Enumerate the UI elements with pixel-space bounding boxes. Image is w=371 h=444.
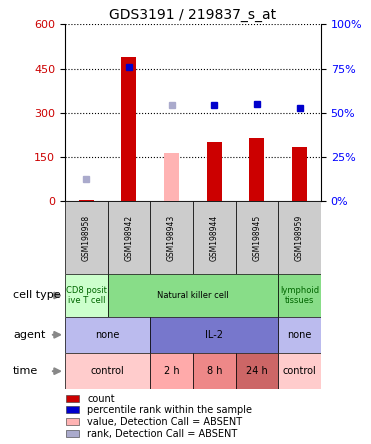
Text: value, Detection Call = ABSENT: value, Detection Call = ABSENT — [87, 416, 242, 427]
Bar — [150, 317, 278, 353]
Bar — [236, 353, 278, 389]
Text: agent: agent — [13, 330, 45, 340]
Text: 24 h: 24 h — [246, 366, 268, 376]
Text: IL-2: IL-2 — [205, 330, 223, 340]
Bar — [164, 153, 179, 201]
Bar — [150, 353, 193, 389]
Title: GDS3191 / 219837_s_at: GDS3191 / 219837_s_at — [109, 8, 276, 22]
Text: CD8 posit
ive T cell: CD8 posit ive T cell — [66, 286, 107, 305]
Bar — [249, 138, 265, 201]
Bar — [79, 200, 94, 201]
Text: lymphoid
tissues: lymphoid tissues — [280, 286, 319, 305]
Bar — [66, 395, 79, 402]
Bar — [193, 201, 236, 274]
Bar — [65, 274, 108, 317]
Text: GSM198944: GSM198944 — [210, 214, 219, 261]
Text: none: none — [95, 330, 120, 340]
Text: count: count — [87, 393, 115, 404]
Text: GSM198942: GSM198942 — [124, 215, 134, 261]
Bar — [278, 353, 321, 389]
Text: GSM198945: GSM198945 — [252, 214, 262, 261]
Text: control: control — [91, 366, 124, 376]
Bar — [108, 274, 278, 317]
Text: GSM198959: GSM198959 — [295, 214, 304, 261]
Bar — [278, 201, 321, 274]
Text: GSM198943: GSM198943 — [167, 214, 176, 261]
Text: control: control — [283, 366, 316, 376]
Bar — [66, 431, 79, 437]
Bar — [108, 201, 150, 274]
Bar — [236, 201, 278, 274]
Bar — [292, 147, 307, 201]
Bar — [207, 142, 222, 201]
Bar — [65, 353, 150, 389]
Text: percentile rank within the sample: percentile rank within the sample — [87, 405, 252, 415]
Bar — [278, 317, 321, 353]
Bar — [121, 57, 137, 201]
Text: Natural killer cell: Natural killer cell — [157, 291, 229, 300]
Text: cell type: cell type — [13, 290, 60, 301]
Bar — [65, 201, 108, 274]
Text: 8 h: 8 h — [207, 366, 222, 376]
Text: 2 h: 2 h — [164, 366, 180, 376]
Text: none: none — [288, 330, 312, 340]
Text: GSM198958: GSM198958 — [82, 215, 91, 261]
Text: time: time — [13, 366, 38, 376]
Text: rank, Detection Call = ABSENT: rank, Detection Call = ABSENT — [87, 429, 237, 439]
Bar — [193, 353, 236, 389]
Bar — [66, 407, 79, 413]
Bar — [65, 317, 150, 353]
Bar — [150, 201, 193, 274]
Bar — [66, 418, 79, 425]
Bar — [278, 274, 321, 317]
